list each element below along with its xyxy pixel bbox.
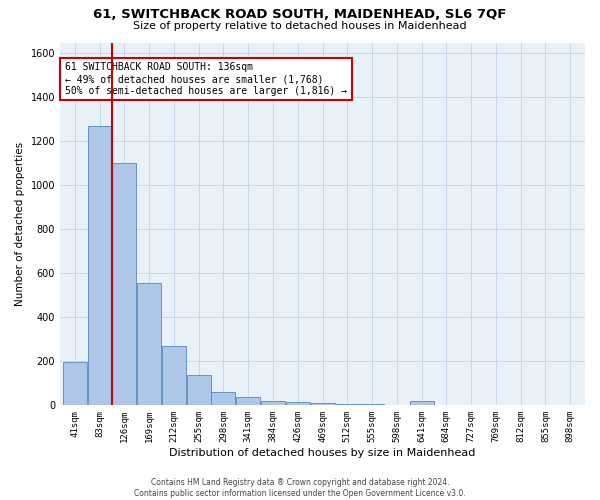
Bar	[63, 362, 87, 405]
Text: Contains HM Land Registry data ® Crown copyright and database right 2024.
Contai: Contains HM Land Registry data ® Crown c…	[134, 478, 466, 498]
Bar	[311, 404, 335, 405]
X-axis label: Distribution of detached houses by size in Maidenhead: Distribution of detached houses by size …	[169, 448, 476, 458]
Text: Size of property relative to detached houses in Maidenhead: Size of property relative to detached ho…	[133, 21, 467, 31]
Bar	[187, 375, 211, 405]
Bar	[88, 126, 112, 405]
Bar	[211, 392, 235, 405]
Bar	[236, 397, 260, 405]
Text: 61 SWITCHBACK ROAD SOUTH: 136sqm
← 49% of detached houses are smaller (1,768)
50: 61 SWITCHBACK ROAD SOUTH: 136sqm ← 49% o…	[65, 62, 347, 96]
Bar	[335, 404, 359, 405]
Bar	[261, 401, 285, 405]
Bar	[112, 164, 136, 405]
Bar	[162, 346, 186, 405]
Bar	[137, 284, 161, 405]
Text: 61, SWITCHBACK ROAD SOUTH, MAIDENHEAD, SL6 7QF: 61, SWITCHBACK ROAD SOUTH, MAIDENHEAD, S…	[94, 8, 506, 20]
Bar	[410, 401, 434, 405]
Bar	[286, 402, 310, 405]
Y-axis label: Number of detached properties: Number of detached properties	[15, 142, 25, 306]
Bar	[360, 404, 384, 405]
